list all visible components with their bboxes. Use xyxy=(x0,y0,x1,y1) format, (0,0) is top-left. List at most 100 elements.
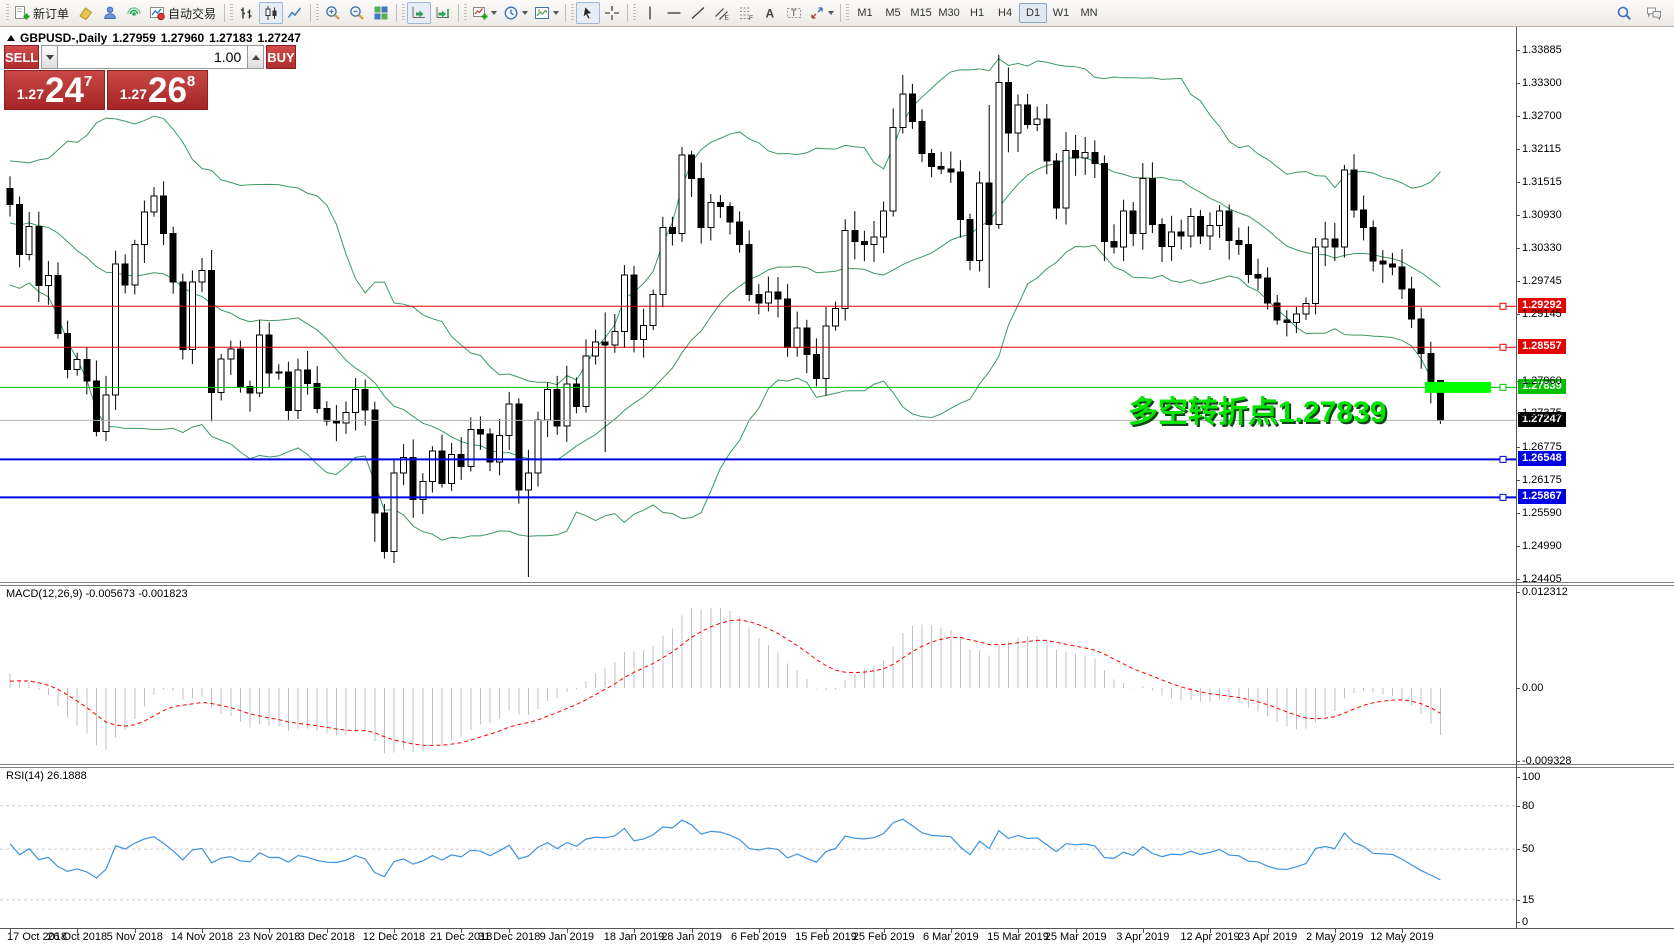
profile-button[interactable] xyxy=(74,2,98,24)
cursor-button[interactable] xyxy=(576,2,601,24)
chat-button[interactable] xyxy=(1642,2,1666,24)
tf-m15[interactable]: M15 xyxy=(910,7,932,19)
ohlc-high: 1.27960 xyxy=(160,31,205,45)
tf-m5[interactable]: M5 xyxy=(885,7,901,19)
date-label: 15 Feb 2019 xyxy=(795,931,857,943)
pane-separator[interactable] xyxy=(0,764,1674,768)
horizontal-line-button[interactable] xyxy=(662,2,686,24)
auto-scroll-button[interactable] xyxy=(407,2,432,24)
tf-h1[interactable]: H1 xyxy=(970,7,985,19)
macd-tick-label: -0.009328 xyxy=(1522,754,1572,767)
price-tick-label: 1.29145 xyxy=(1522,308,1562,321)
toolbar-separator xyxy=(565,4,567,22)
autotrade-button[interactable]: 自动交易 xyxy=(146,2,221,24)
periods-button[interactable] xyxy=(500,2,531,24)
rsi-tick-mark xyxy=(1516,805,1520,807)
vertical-line-button[interactable] xyxy=(638,2,662,24)
new-order-button[interactable]: 新订单 xyxy=(11,2,74,24)
bar-chart-button[interactable] xyxy=(235,2,259,24)
volume-up-button[interactable] xyxy=(247,45,265,69)
zoom-in-icon xyxy=(326,6,340,20)
candle-chart-button[interactable] xyxy=(259,2,284,24)
sell-price-point: 7 xyxy=(83,73,93,90)
candles[interactable] xyxy=(6,54,1444,578)
pane-separator[interactable] xyxy=(0,582,1674,586)
date-tick-mark xyxy=(691,929,693,933)
bar-chart-icon xyxy=(241,7,252,19)
new-order-button-label: 新订单 xyxy=(33,6,70,21)
highlight-segment[interactable] xyxy=(1425,381,1491,393)
search-icon xyxy=(1617,6,1632,21)
annotation-text[interactable]: 多空转折点1.27839 xyxy=(1128,396,1387,429)
crosshair-icon xyxy=(605,6,620,20)
chart-shift-button[interactable] xyxy=(431,2,455,24)
label-button[interactable]: T xyxy=(782,2,806,24)
tf-w1[interactable]: W1 xyxy=(1052,7,1070,19)
price-tick-label: 1.30330 xyxy=(1522,242,1562,255)
date-tick-mark xyxy=(1075,929,1077,933)
price-tick-label: 1.26175 xyxy=(1522,474,1562,487)
toolbar-grip xyxy=(846,4,850,22)
macd-signal-line xyxy=(9,619,1441,746)
channel-button[interactable]: E xyxy=(710,2,734,24)
templates-button[interactable] xyxy=(531,2,562,24)
tf-h4[interactable]: H4 xyxy=(998,7,1013,19)
tf-m1[interactable]: M1 xyxy=(857,7,873,19)
toolbar-grip xyxy=(402,4,406,22)
text-button[interactable]: A xyxy=(758,2,782,24)
arrows-button[interactable] xyxy=(806,2,837,24)
tile-windows-button[interactable] xyxy=(369,2,393,24)
dropdown-caret-icon xyxy=(828,11,835,15)
volume-down-button[interactable] xyxy=(41,45,59,69)
date-tick-mark xyxy=(461,929,463,933)
toolbar-grip xyxy=(6,4,9,22)
indicators-button[interactable] xyxy=(469,2,500,24)
zoom-in-button[interactable] xyxy=(321,2,345,24)
date-label: 2 May 2019 xyxy=(1306,931,1364,943)
date-label: 9 Jan 2019 xyxy=(539,931,595,943)
date-tick-mark xyxy=(566,929,568,933)
price-tick-label: 1.26775 xyxy=(1522,440,1562,453)
community-button[interactable] xyxy=(98,2,122,24)
zoom-out-button[interactable] xyxy=(345,2,369,24)
buy-button[interactable]: BUY xyxy=(266,45,296,69)
date-label: 23 Nov 2018 xyxy=(237,931,301,943)
toolbar-separator xyxy=(224,4,226,22)
toolbar: 新订单 自动交易 E F A T M1 M5 M15 M30 H1 H4 D1 W1 MN xyxy=(0,0,1674,27)
cursor-icon xyxy=(582,5,593,20)
signals-button[interactable] xyxy=(122,2,146,24)
search-button[interactable] xyxy=(1612,2,1636,24)
date-label: 3 Dec 2018 xyxy=(298,931,355,943)
date-label: 6 Feb 2019 xyxy=(730,931,787,943)
sell-button[interactable]: SELL xyxy=(4,45,40,69)
tf-mn[interactable]: MN xyxy=(1080,7,1098,19)
price-tick-mark xyxy=(1516,314,1520,316)
price-tick-mark xyxy=(1516,578,1520,580)
macd-histogram xyxy=(9,607,1441,753)
rsi-tick-label: 15 xyxy=(1522,893,1535,906)
rsi-pane[interactable] xyxy=(0,768,1516,928)
buy-price-box[interactable]: 1.27 26 8 xyxy=(107,70,208,110)
volume-input[interactable] xyxy=(58,45,248,69)
auto-scroll-icon xyxy=(412,7,426,18)
bollinger-lower-band xyxy=(9,244,1441,541)
toolbar-grip xyxy=(633,4,637,22)
price-chart-pane[interactable] xyxy=(0,27,1516,582)
fibonacci-button[interactable]: F xyxy=(734,2,758,24)
date-tick-mark xyxy=(1142,929,1144,933)
date-tick-mark xyxy=(1267,929,1269,933)
candle-chart-icon xyxy=(265,6,277,20)
sell-price-box[interactable]: 1.27 24 7 xyxy=(4,70,105,110)
bollinger-middle-band xyxy=(9,156,1441,461)
trendline-button[interactable] xyxy=(686,2,710,24)
macd-pane[interactable] xyxy=(0,586,1516,764)
crosshair-button[interactable] xyxy=(600,2,624,24)
tf-m30[interactable]: M30 xyxy=(938,7,960,19)
price-level-label: 1.27839 xyxy=(1518,379,1566,395)
periods-icon xyxy=(504,6,518,20)
date-tick-mark xyxy=(1402,929,1403,933)
buy-price-pips: 26 xyxy=(147,71,187,110)
price-tick-mark xyxy=(1516,49,1520,51)
tf-d1[interactable]: D1 xyxy=(1019,3,1048,23)
line-chart-button[interactable] xyxy=(283,2,307,24)
